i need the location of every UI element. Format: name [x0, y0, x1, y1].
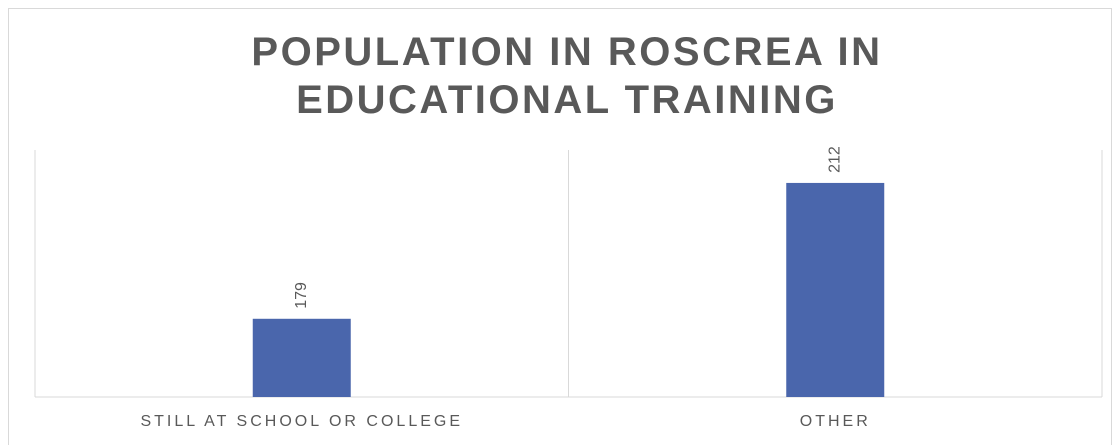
x-tick-label: OTHER — [800, 413, 871, 430]
x-tick-label: STILL AT SCHOOL OR COLLEGE — [140, 413, 463, 430]
bar — [252, 318, 351, 397]
data-label: 179 — [293, 282, 310, 309]
chart-title: POPULATION IN ROSCREA IN EDUCATIONAL TRA… — [251, 30, 883, 122]
bar — [786, 182, 885, 397]
data-label: 212 — [826, 146, 843, 173]
chart-border — [8, 8, 1112, 445]
